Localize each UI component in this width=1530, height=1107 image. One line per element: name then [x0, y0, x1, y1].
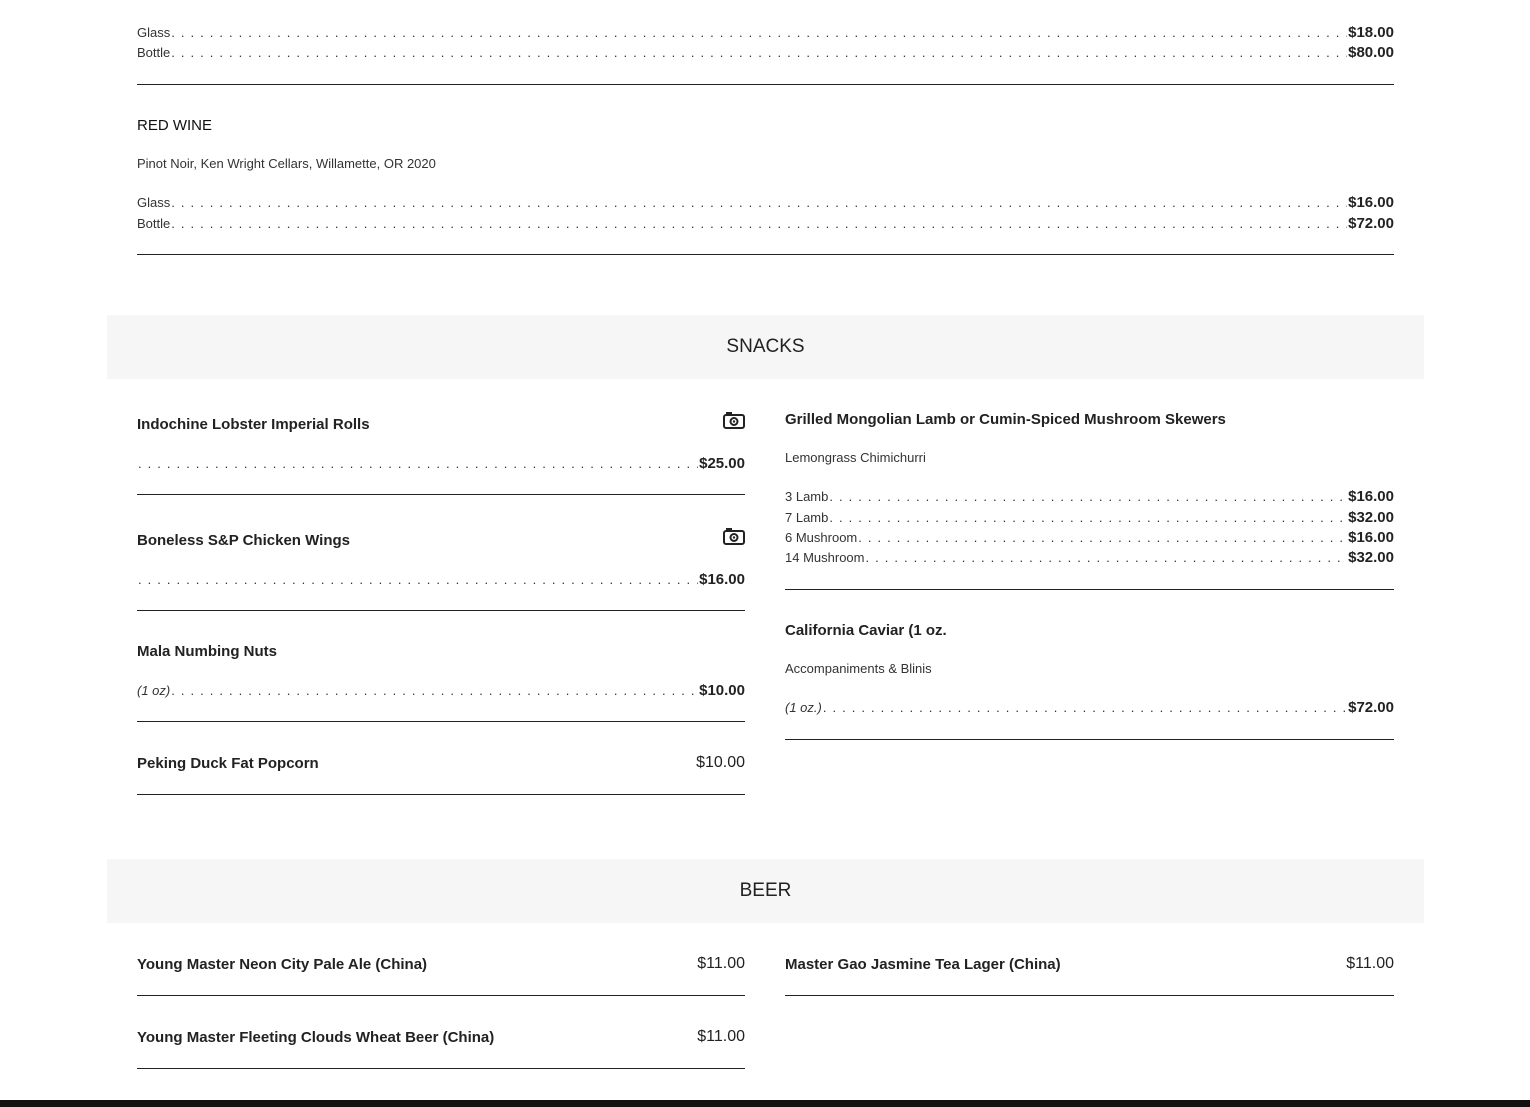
leader [138, 572, 698, 587]
leader [823, 700, 1347, 715]
divider [137, 494, 745, 495]
price-row: Bottle$80.00 [137, 44, 1394, 64]
menu-item-price: $11.00 [1346, 955, 1394, 972]
menu-item-name: California Caviar (1 oz. [785, 622, 947, 639]
divider [137, 995, 745, 996]
price-row: Glass$16.00 [137, 194, 1394, 214]
menu-item-price: $11.00 [697, 1028, 745, 1045]
price-row: (1 oz)$10.00 [137, 682, 745, 702]
divider [137, 84, 1394, 85]
price-row: 14 Mushroom$32.00 [785, 549, 1394, 569]
divider [137, 721, 745, 722]
leader [865, 550, 1347, 565]
divider [785, 995, 1394, 996]
menu-item-description: Accompaniments & Blinis [785, 661, 932, 676]
price-row: Bottle$72.00 [137, 215, 1394, 235]
divider [137, 794, 745, 795]
red-wine-description: Pinot Noir, Ken Wright Cellars, Willamet… [137, 156, 436, 171]
menu-item-price: $11.00 [697, 955, 745, 972]
menu-item-name: Indochine Lobster Imperial Rolls [137, 416, 370, 433]
section-header-snacks: SNACKS [107, 315, 1424, 379]
leader [829, 489, 1347, 504]
camera-icon[interactable] [723, 411, 745, 429]
divider [785, 739, 1394, 740]
price-row: $25.00 [137, 455, 745, 475]
divider [137, 1068, 745, 1069]
camera-icon[interactable] [723, 527, 745, 545]
divider [137, 254, 1394, 255]
footer-bar [0, 1100, 1530, 1107]
menu-item-name: Young Master Fleeting Clouds Wheat Beer … [137, 1029, 495, 1046]
menu-item-name: Master Gao Jasmine Tea Lager (China) [785, 956, 1061, 973]
menu-item-name: Peking Duck Fat Popcorn [137, 755, 319, 772]
price-row: 3 Lamb$16.00 [785, 488, 1394, 508]
leader [171, 25, 1347, 40]
price-row: 6 Mushroom$16.00 [785, 529, 1394, 549]
menu-item-name: Young Master Neon City Pale Ale (China) [137, 956, 428, 973]
price-row: Glass$18.00 [137, 24, 1394, 44]
section-header-beer: BEER [107, 859, 1424, 923]
price-row: 7 Lamb$32.00 [785, 509, 1394, 529]
price-row: (1 oz.)$72.00 [785, 699, 1394, 719]
leader [138, 456, 698, 471]
leader [858, 530, 1347, 545]
price-row: $16.00 [137, 571, 745, 591]
divider [137, 610, 745, 611]
menu-item-name: Boneless S&P Chicken Wings [137, 532, 350, 549]
divider [785, 589, 1394, 590]
leader [829, 510, 1347, 525]
menu-item-name: Mala Numbing Nuts [137, 643, 278, 660]
leader [171, 216, 1347, 231]
leader [171, 683, 698, 698]
leader [171, 45, 1347, 60]
menu-item-description: Lemongrass Chimichurri [785, 450, 926, 465]
leader [171, 195, 1347, 210]
menu-item-price: $10.00 [696, 754, 745, 771]
menu-item-name: Grilled Mongolian Lamb or Cumin-Spiced M… [785, 411, 1226, 428]
red-wine-heading: RED WINE [137, 117, 212, 134]
